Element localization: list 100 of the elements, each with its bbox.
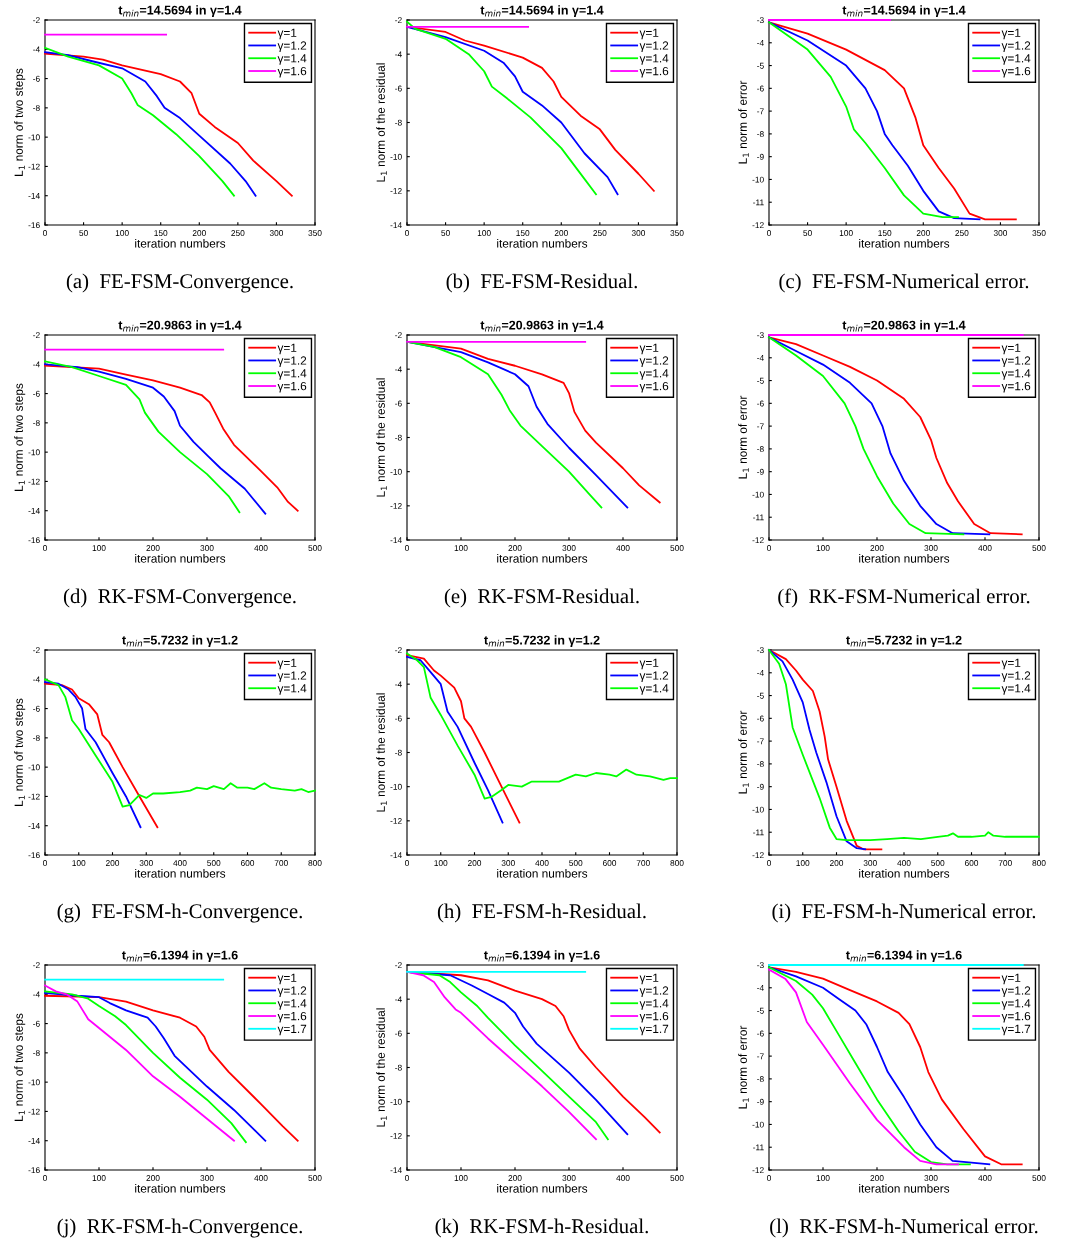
y-tick-label: -4 [33, 46, 40, 53]
y-tick-label: -7 [757, 108, 764, 115]
y-tick-label: -2 [395, 647, 402, 654]
legend-label: γ=1.4 [277, 54, 307, 65]
legend-label: γ=1.4 [639, 999, 669, 1010]
y-tick-label: -4 [395, 996, 402, 1003]
x-tick-label: 300 [924, 1175, 938, 1181]
y-tick-label: -8 [757, 1076, 764, 1082]
x-tick-label: 500 [931, 860, 945, 866]
y-tick-label: -10 [390, 153, 402, 160]
x-tick-label: 0 [405, 545, 409, 551]
legend-label: γ=1 [277, 28, 297, 40]
y-tick-label: -11 [753, 829, 764, 836]
y-axis-title: L$_{1}$ norm of the residual [376, 378, 387, 497]
y-tick-label: -6 [33, 1020, 40, 1027]
x-tick-label: 300 [562, 545, 576, 551]
x-tick-label: 50 [441, 230, 450, 236]
x-tick-label: 200 [916, 230, 930, 236]
y-tick-label: -14 [28, 193, 40, 199]
y-tick-label: -2 [33, 17, 40, 24]
chart-title: t$_{min}$=20.9863 in γ=1.4 [118, 320, 242, 332]
x-tick-label: 700 [274, 860, 288, 866]
y-tick-label: -10 [752, 176, 764, 183]
y-tick-label: -10 [28, 1079, 40, 1086]
chart-title: t$_{min}$=5.7232 in γ=1.2 [846, 635, 962, 647]
y-tick-label: -7 [757, 423, 764, 430]
x-tick-label: 600 [240, 860, 255, 866]
x-tick-label: 400 [254, 1175, 268, 1181]
text: (h) FE-FSM-h-Residual. [437, 903, 646, 923]
legend-label: γ=1.4 [639, 369, 669, 380]
y-tick-label: -12 [390, 818, 402, 824]
y-tick-label: -14 [28, 508, 40, 514]
x-tick-label: 0 [767, 230, 771, 236]
y-tick-label: -4 [757, 670, 764, 676]
legend-label: γ=1.2 [277, 41, 307, 53]
y-tick-label: -4 [33, 991, 40, 998]
x-axis-title: iteration numbers [859, 554, 950, 563]
y-tick-label: -6 [757, 85, 764, 92]
x-axis-title: iteration numbers [497, 869, 588, 878]
legend-label: γ=1.7 [1001, 1024, 1031, 1036]
legend-label: γ=1.2 [639, 41, 669, 53]
legend-label: γ=1.2 [639, 671, 669, 683]
legend-label: γ=1 [277, 973, 297, 985]
y-tick-label: -14 [28, 823, 40, 829]
legend-label: γ=1.4 [639, 684, 669, 695]
y-tick-label: -5 [757, 62, 764, 69]
y-tick-label: -8 [757, 761, 764, 767]
text: (e) RK-FSM-Residual. [444, 588, 639, 608]
y-tick-label: -3 [757, 332, 764, 339]
x-tick-label: 0 [405, 230, 409, 236]
y-tick-label: -2 [395, 962, 402, 969]
y-tick-label: -16 [28, 1167, 40, 1174]
y-tick-label: -6 [395, 400, 402, 407]
x-tick-label: 0 [43, 545, 47, 551]
y-tick-label: -8 [33, 420, 40, 426]
y-axis-title: L$_{1}$ norm of the residual [376, 1008, 387, 1127]
x-tick-label: 200 [467, 860, 482, 866]
legend-label: γ=1.4 [277, 999, 307, 1010]
x-tick-label: 800 [308, 860, 322, 866]
y-tick-label: -14 [390, 852, 402, 859]
y-tick-label: -12 [28, 1108, 40, 1115]
legend-label: γ=1.4 [277, 684, 307, 695]
x-tick-label: 100 [839, 230, 853, 236]
legend-label: γ=1 [277, 343, 297, 355]
y-tick-label: -4 [757, 355, 764, 361]
chart-title: t$_{min}$=6.1394 in γ=1.6 [483, 950, 600, 962]
chart-title: t$_{min}$=14.5694 in γ=1.4 [480, 5, 604, 17]
y-tick-label: -8 [757, 446, 764, 452]
legend-label: γ=1 [1001, 658, 1021, 670]
x-tick-label: 100 [115, 230, 129, 236]
x-tick-label: 100 [477, 230, 491, 236]
y-tick-label: -3 [757, 647, 764, 654]
legend-label: γ=1.2 [1001, 356, 1031, 368]
x-tick-label: 300 [501, 860, 515, 866]
x-tick-label: 500 [670, 545, 684, 551]
legend-label: γ=1.2 [1001, 986, 1031, 998]
x-tick-label: 200 [146, 545, 160, 551]
legend-label: γ=1.6 [639, 381, 669, 393]
x-tick-label: 300 [200, 1175, 214, 1181]
y-tick-label: -4 [395, 681, 402, 688]
y-tick-label: -10 [390, 783, 402, 790]
legend-label: γ=1 [1001, 28, 1021, 40]
legend-label: γ=1.2 [639, 986, 669, 998]
y-tick-label: -8 [395, 119, 402, 126]
x-tick-label: 100 [92, 1175, 106, 1181]
x-tick-label: 400 [616, 545, 630, 551]
x-axis-title: iteration numbers [135, 869, 226, 878]
y-tick-label: -4 [757, 985, 764, 991]
x-tick-label: 300 [269, 230, 284, 236]
line-series [406, 655, 504, 824]
y-tick-label: -12 [752, 1167, 764, 1174]
x-tick-label: 400 [978, 1175, 992, 1181]
legend-label: γ=1.6 [639, 66, 669, 78]
x-tick-label: 200 [870, 545, 884, 551]
x-tick-label: 500 [569, 860, 583, 866]
x-axis-title: iteration numbers [497, 1184, 588, 1193]
x-tick-label: 0 [43, 860, 47, 866]
x-tick-label: 200 [192, 230, 206, 236]
y-tick-label: -6 [757, 400, 764, 407]
legend-label: γ=1 [639, 343, 659, 355]
